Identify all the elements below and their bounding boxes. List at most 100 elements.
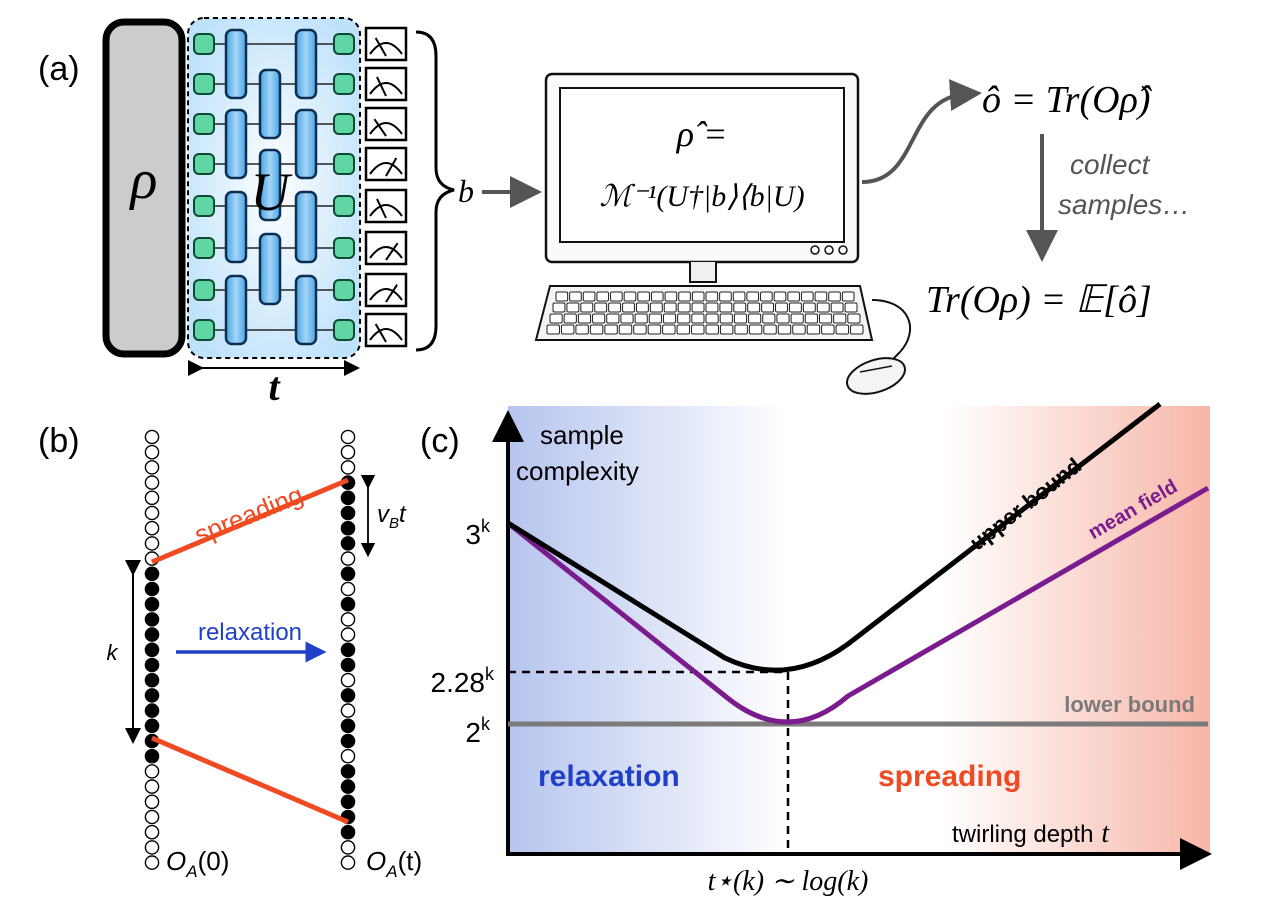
keyboard-key: [691, 313, 705, 324]
svg-text:OA(0): OA(0): [166, 846, 229, 881]
empty-site: [340, 444, 356, 460]
empty-site: [340, 748, 356, 764]
panel-a-label: (a): [38, 50, 80, 88]
occupied-site: [144, 672, 160, 688]
tick-228k: 2.28: [431, 667, 486, 698]
keyboard-key: [841, 291, 855, 302]
qubit-input-node: [193, 73, 215, 95]
meter-icon: [364, 26, 408, 62]
keyboard-key: [610, 291, 623, 302]
meter-icon: [364, 188, 408, 224]
estimator-formula: ô = Tr(Oρ̂): [982, 79, 1153, 121]
y-label-2: complexity: [516, 456, 639, 486]
keyboard-key: [633, 324, 647, 335]
keyboard-key: [806, 324, 821, 335]
keyboard-key: [719, 324, 734, 335]
keyboard-key: [850, 324, 864, 335]
svg-text:2k: 2k: [465, 714, 491, 748]
keyboard-key: [835, 324, 850, 335]
computer-icon: [534, 72, 911, 395]
qubit-output-node: [333, 33, 355, 55]
keyboard-key: [733, 302, 747, 313]
empty-site: [144, 536, 160, 551]
keyboard-key: [546, 324, 560, 335]
keyboard-key: [620, 313, 634, 324]
empty-site: [340, 703, 356, 718]
keyboard-key: [678, 291, 691, 302]
occupied-site: [144, 688, 160, 703]
empty-site: [144, 809, 160, 825]
empty-site: [144, 505, 160, 521]
keyboard-key: [800, 291, 814, 302]
occupied-site: [340, 779, 356, 794]
two-qubit-gate: [258, 148, 282, 222]
panel-b-label: (b): [38, 422, 80, 460]
tick-2k: 2: [465, 717, 481, 748]
occupied-site: [340, 794, 356, 810]
meter-icon: [364, 66, 408, 102]
keyboard-key: [596, 291, 610, 302]
tick-2k-sup: k: [481, 714, 491, 734]
keyboard-key: [555, 291, 569, 302]
meter-icon: [364, 106, 408, 142]
spreading-line-bottom: [151, 735, 349, 825]
panel-c-label: (c): [420, 422, 460, 460]
keyboard-key: [761, 302, 775, 313]
two-qubit-gate: [224, 274, 248, 346]
keyboard-key: [777, 324, 792, 335]
occupied-site: [144, 612, 160, 627]
right-caption-arg: (t): [398, 846, 423, 876]
left-caption-arg: (0): [198, 846, 230, 876]
keyboard-key: [760, 291, 773, 302]
keyboard-key: [790, 313, 804, 324]
keyboard-key: [604, 324, 618, 335]
svg-text:OA(t): OA(t): [366, 846, 422, 881]
occupied-site: [340, 718, 356, 734]
keyboard-key: [818, 313, 833, 324]
occupied-site: [340, 505, 356, 521]
keyboard-key: [663, 302, 677, 313]
empty-site: [340, 429, 356, 445]
tick-3k: 3: [465, 519, 481, 550]
empty-site: [340, 581, 356, 597]
keyboard-key: [705, 324, 719, 335]
qubit-input-node: [193, 153, 215, 175]
screen-rho-hat: ρ̂ =: [676, 114, 728, 154]
right-caption-sub: A: [385, 862, 397, 881]
svg-text:vBt: vBt: [377, 501, 407, 532]
keyboard-key: [705, 313, 719, 324]
circuit-gates: [193, 28, 355, 346]
qubit-input-node: [193, 319, 215, 341]
meter-icon: [364, 146, 408, 182]
svg-text:2.28k: 2.28k: [431, 664, 496, 698]
left-caption-sub: A: [185, 862, 197, 881]
keyboard-key: [828, 291, 841, 302]
x-label: twirling depth: [952, 821, 1093, 848]
keyboard-key: [637, 291, 650, 302]
keyboard-key: [676, 324, 691, 335]
occupied-site: [340, 733, 356, 749]
empty-site: [144, 475, 160, 490]
relaxation-label-b: relaxation: [198, 619, 302, 646]
left-caption-o: O: [166, 846, 186, 876]
keyboard-key: [664, 291, 678, 302]
keyboard-key: [802, 302, 816, 313]
keyboard-key: [649, 302, 663, 313]
keyboard-key: [814, 291, 828, 302]
qubit-output-node: [333, 195, 355, 217]
occupied-site: [340, 596, 356, 612]
keyboard-key: [733, 313, 748, 324]
measurement-meters: [364, 26, 408, 348]
keyboard-key: [691, 291, 705, 302]
keyboard-key: [580, 302, 594, 313]
occupied-site: [144, 657, 160, 673]
keyboard-key: [787, 291, 800, 302]
keyboard-key: [566, 302, 580, 313]
empty-site: [144, 490, 160, 506]
keyboard-key: [788, 302, 802, 313]
occupied-site: [340, 536, 356, 551]
keyboard-key: [762, 313, 776, 324]
region-relaxation: relaxation: [538, 760, 680, 793]
